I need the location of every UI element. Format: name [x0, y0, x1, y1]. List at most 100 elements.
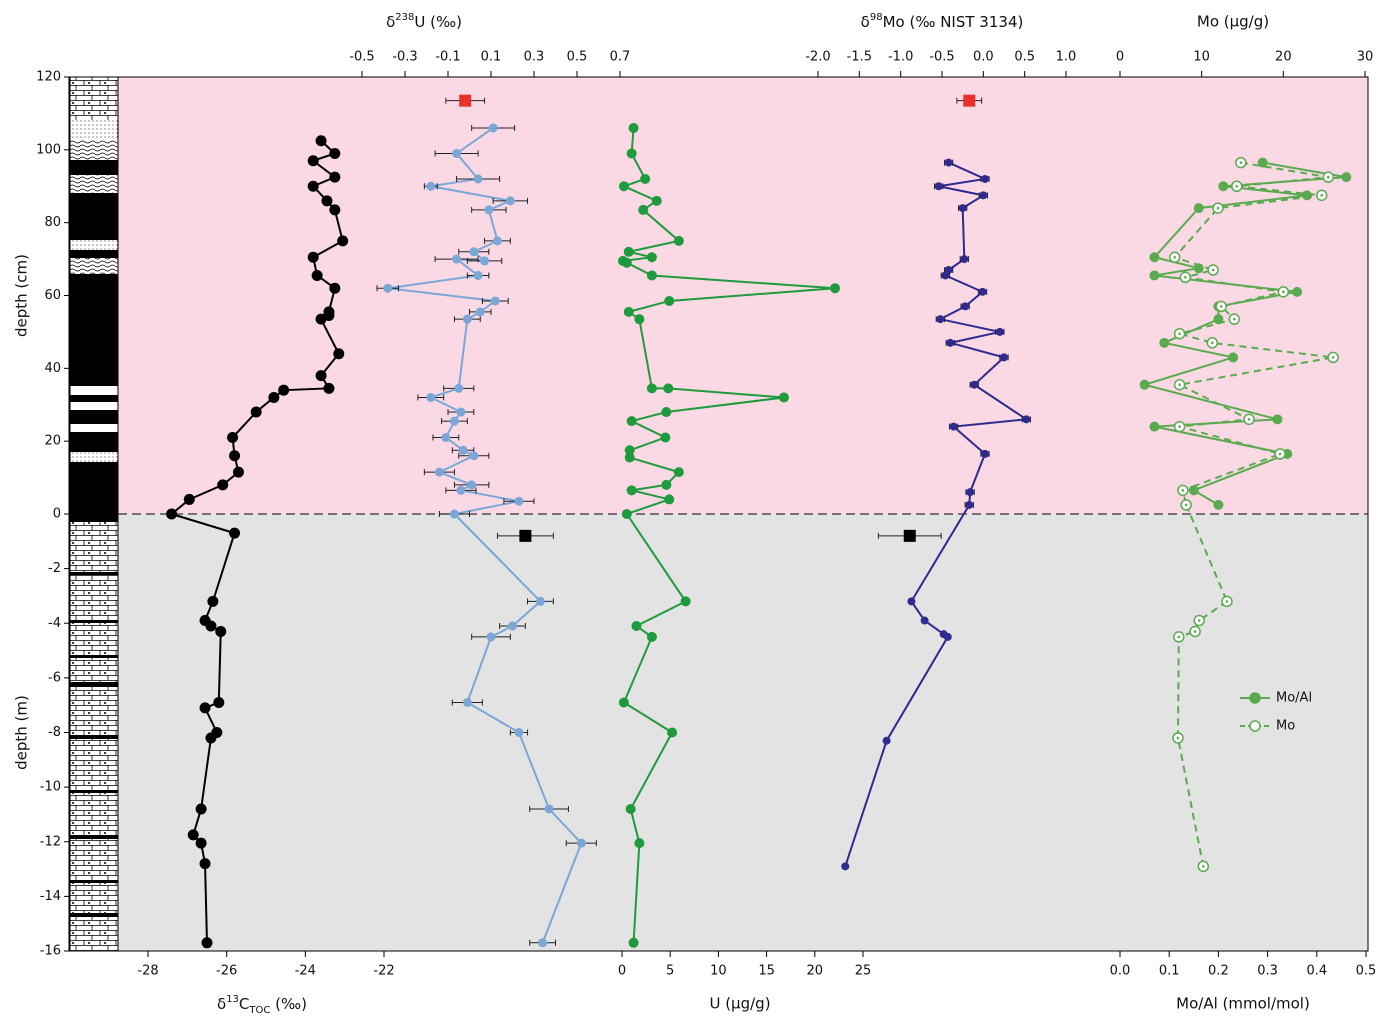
point-dot [1178, 332, 1181, 335]
title-part: C [239, 995, 249, 1013]
point [441, 433, 450, 442]
point-dot [1217, 207, 1220, 210]
point [966, 488, 974, 496]
y-tick-label: -6 [48, 670, 61, 685]
point [456, 486, 465, 495]
point [830, 283, 840, 293]
point [321, 195, 332, 206]
point-dot [1240, 161, 1243, 164]
point [450, 417, 459, 426]
x-axis-title: δ238U (‰) [386, 12, 462, 31]
point [681, 596, 691, 606]
point [452, 149, 461, 158]
point [316, 135, 327, 146]
chart: 020406080100120depth (cm)-16-14-12-10-8-… [0, 0, 1378, 1020]
point [661, 407, 671, 417]
point [463, 698, 472, 707]
point-dot [1327, 176, 1330, 179]
x-tick-label: 20 [807, 964, 824, 979]
x-tick-label: 0.4 [1306, 964, 1327, 979]
point [227, 432, 238, 443]
y-tick-label: -10 [40, 780, 61, 795]
point [383, 284, 392, 293]
point-dot [1184, 276, 1187, 279]
point [229, 528, 240, 539]
x-tick-label: 0.5 [1356, 964, 1377, 979]
legend-label: Mo/Al [1276, 691, 1312, 706]
y-tick-label: -4 [48, 616, 61, 631]
point [337, 235, 348, 246]
x-tick-label: 0.1 [481, 50, 502, 65]
x-tick-label: -1.5 [847, 50, 872, 65]
point [489, 123, 498, 132]
point [474, 271, 483, 280]
lithology-column [70, 77, 118, 951]
point [514, 497, 523, 506]
point [627, 485, 637, 495]
point [631, 621, 641, 631]
y-tick-label: -14 [40, 889, 61, 904]
x-tick-label: 0.7 [610, 50, 631, 65]
point [979, 191, 987, 199]
point [674, 236, 684, 246]
point [660, 433, 670, 443]
point [640, 174, 650, 184]
point-dot [1320, 194, 1323, 197]
point-dot [1173, 256, 1176, 259]
legend-marker [1250, 693, 1260, 703]
y-tick-label: 120 [36, 70, 61, 85]
point [883, 737, 891, 745]
point-dot [1332, 356, 1335, 359]
x-tick-label: 0.3 [524, 50, 545, 65]
point-dot [1178, 383, 1181, 386]
point [663, 383, 673, 393]
y-tick-label: 60 [44, 288, 61, 303]
point [638, 205, 648, 215]
x-tick-label: 10 [1193, 50, 1210, 65]
point [454, 384, 463, 393]
point [469, 451, 478, 460]
x-tick-label: 0.0 [1110, 964, 1131, 979]
title-part: δ [861, 13, 870, 31]
x-tick-label: 0.5 [567, 50, 588, 65]
point [200, 858, 211, 869]
point [1159, 338, 1169, 348]
point [1272, 414, 1282, 424]
point [1140, 380, 1150, 390]
point [215, 626, 226, 637]
y-tick-label: -16 [40, 944, 61, 959]
point [622, 509, 632, 519]
point [619, 697, 629, 707]
point [329, 172, 340, 183]
point [480, 256, 489, 265]
point [647, 270, 657, 280]
legend-marker [1250, 721, 1260, 731]
point [1218, 181, 1228, 191]
title-part: U (‰) [414, 13, 462, 31]
point [217, 479, 228, 490]
point [907, 597, 915, 605]
x-tick-label: 0.1 [1159, 964, 1180, 979]
point-dot [1282, 291, 1285, 294]
point [1022, 415, 1030, 423]
y-tick-label: 40 [44, 361, 61, 376]
point [207, 596, 218, 607]
x-tick-label: -0.1 [435, 50, 460, 65]
x-tick-label: -24 [295, 964, 316, 979]
x-axis-title: δ98Mo (‰ NIST 3134) [861, 12, 1024, 31]
point [1149, 422, 1159, 432]
point [196, 838, 207, 849]
point [278, 385, 289, 396]
point [981, 175, 989, 183]
title-part: 238 [395, 12, 414, 23]
point [508, 621, 517, 630]
point-dot [1212, 269, 1215, 272]
point-dot [1233, 318, 1236, 321]
point [960, 255, 968, 263]
x-axis-title: Mo (µg/g) [1197, 13, 1269, 31]
point [634, 838, 644, 848]
x-tick-label: 0 [618, 964, 626, 979]
y-tick-label: -12 [40, 834, 61, 849]
point [538, 938, 547, 947]
point [463, 315, 472, 324]
